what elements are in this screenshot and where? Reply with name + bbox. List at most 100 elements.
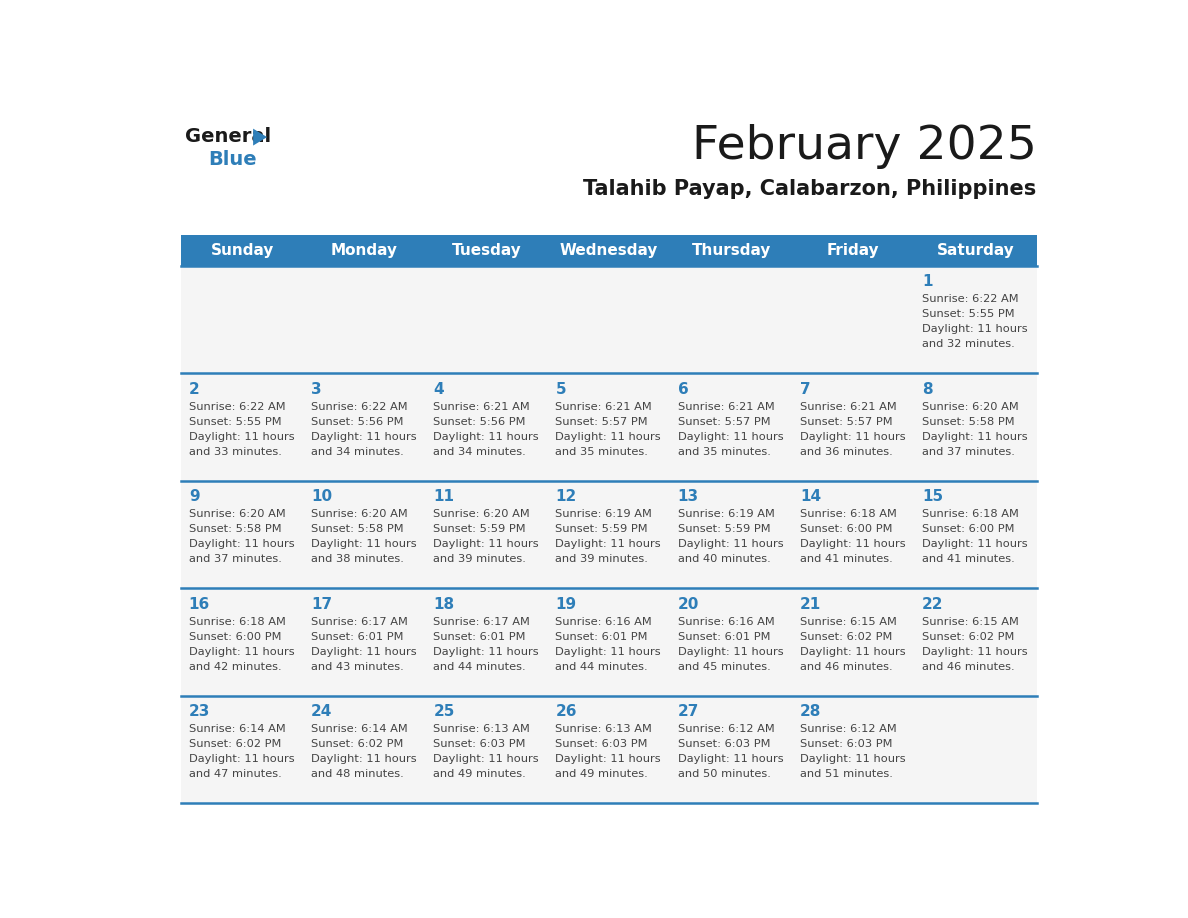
Text: Sunset: 6:00 PM: Sunset: 6:00 PM: [922, 524, 1015, 534]
Text: Daylight: 11 hours: Daylight: 11 hours: [434, 539, 539, 549]
Text: Sunrise: 6:17 AM: Sunrise: 6:17 AM: [311, 617, 407, 627]
Text: Sunset: 5:56 PM: Sunset: 5:56 PM: [311, 417, 404, 427]
Text: Sunset: 6:02 PM: Sunset: 6:02 PM: [800, 632, 892, 642]
Text: Sunrise: 6:18 AM: Sunrise: 6:18 AM: [800, 509, 897, 520]
Text: and 41 minutes.: and 41 minutes.: [800, 554, 892, 565]
Bar: [425, 481, 548, 588]
Bar: [670, 481, 792, 588]
Text: Sunset: 5:59 PM: Sunset: 5:59 PM: [677, 524, 770, 534]
Text: and 38 minutes.: and 38 minutes.: [311, 554, 404, 565]
Text: Sunrise: 6:20 AM: Sunrise: 6:20 AM: [189, 509, 285, 520]
Text: Sunday: Sunday: [210, 242, 274, 258]
Bar: [792, 588, 915, 696]
Bar: [792, 481, 915, 588]
Text: Sunrise: 6:16 AM: Sunrise: 6:16 AM: [677, 617, 775, 627]
Text: Sunrise: 6:21 AM: Sunrise: 6:21 AM: [800, 402, 897, 411]
Text: Sunset: 6:02 PM: Sunset: 6:02 PM: [922, 632, 1015, 642]
Text: Sunset: 6:00 PM: Sunset: 6:00 PM: [189, 632, 282, 642]
Text: Daylight: 11 hours: Daylight: 11 hours: [677, 539, 783, 549]
Text: Sunrise: 6:19 AM: Sunrise: 6:19 AM: [556, 509, 652, 520]
Text: 20: 20: [677, 597, 699, 611]
Text: Sunrise: 6:17 AM: Sunrise: 6:17 AM: [434, 617, 530, 627]
Bar: [670, 374, 792, 481]
Text: February 2025: February 2025: [691, 124, 1037, 169]
Text: and 50 minutes.: and 50 minutes.: [677, 769, 771, 779]
Text: and 51 minutes.: and 51 minutes.: [800, 769, 893, 779]
Text: and 46 minutes.: and 46 minutes.: [922, 662, 1015, 672]
Text: 5: 5: [556, 382, 567, 397]
Text: Sunset: 6:01 PM: Sunset: 6:01 PM: [434, 632, 526, 642]
Text: Daylight: 11 hours: Daylight: 11 hours: [556, 539, 661, 549]
Text: Daylight: 11 hours: Daylight: 11 hours: [800, 646, 905, 656]
Bar: [670, 588, 792, 696]
Text: Sunrise: 6:20 AM: Sunrise: 6:20 AM: [311, 509, 407, 520]
Text: Daylight: 11 hours: Daylight: 11 hours: [434, 431, 539, 442]
Text: Daylight: 11 hours: Daylight: 11 hours: [922, 646, 1028, 656]
Text: Sunset: 5:56 PM: Sunset: 5:56 PM: [434, 417, 526, 427]
Text: 11: 11: [434, 489, 454, 504]
Text: Sunrise: 6:18 AM: Sunrise: 6:18 AM: [189, 617, 285, 627]
Text: Daylight: 11 hours: Daylight: 11 hours: [189, 646, 295, 656]
Text: Wednesday: Wednesday: [560, 242, 658, 258]
Text: 17: 17: [311, 597, 333, 611]
Text: and 40 minutes.: and 40 minutes.: [677, 554, 771, 565]
Text: Daylight: 11 hours: Daylight: 11 hours: [189, 755, 295, 764]
Text: Daylight: 11 hours: Daylight: 11 hours: [189, 431, 295, 442]
Text: Sunrise: 6:14 AM: Sunrise: 6:14 AM: [189, 724, 285, 734]
Text: 28: 28: [800, 704, 821, 719]
Text: 22: 22: [922, 597, 943, 611]
Bar: [181, 588, 303, 696]
Text: 19: 19: [556, 597, 576, 611]
Text: Sunset: 6:03 PM: Sunset: 6:03 PM: [800, 739, 892, 749]
Bar: [548, 696, 670, 803]
Text: Daylight: 11 hours: Daylight: 11 hours: [434, 646, 539, 656]
Text: 25: 25: [434, 704, 455, 719]
Bar: [181, 235, 1037, 265]
Bar: [548, 588, 670, 696]
Text: and 44 minutes.: and 44 minutes.: [556, 662, 649, 672]
Bar: [548, 265, 670, 374]
Text: and 32 minutes.: and 32 minutes.: [922, 340, 1015, 349]
Bar: [670, 696, 792, 803]
Text: Sunrise: 6:19 AM: Sunrise: 6:19 AM: [677, 509, 775, 520]
Text: and 39 minutes.: and 39 minutes.: [434, 554, 526, 565]
Text: Sunset: 5:59 PM: Sunset: 5:59 PM: [434, 524, 526, 534]
Bar: [915, 696, 1037, 803]
Text: Daylight: 11 hours: Daylight: 11 hours: [556, 755, 661, 764]
Text: Blue: Blue: [208, 151, 257, 169]
Bar: [303, 374, 425, 481]
Text: Monday: Monday: [331, 242, 398, 258]
Text: 24: 24: [311, 704, 333, 719]
Text: and 41 minutes.: and 41 minutes.: [922, 554, 1015, 565]
Text: 4: 4: [434, 382, 444, 397]
Text: Sunrise: 6:16 AM: Sunrise: 6:16 AM: [556, 617, 652, 627]
Text: and 37 minutes.: and 37 minutes.: [189, 554, 282, 565]
Text: Sunset: 5:57 PM: Sunset: 5:57 PM: [800, 417, 892, 427]
Bar: [181, 696, 303, 803]
Bar: [181, 374, 303, 481]
Text: Sunrise: 6:12 AM: Sunrise: 6:12 AM: [800, 724, 897, 734]
Text: Friday: Friday: [827, 242, 879, 258]
Text: Sunrise: 6:15 AM: Sunrise: 6:15 AM: [800, 617, 897, 627]
Text: and 44 minutes.: and 44 minutes.: [434, 662, 526, 672]
Text: Sunrise: 6:12 AM: Sunrise: 6:12 AM: [677, 724, 775, 734]
Text: and 35 minutes.: and 35 minutes.: [677, 447, 771, 457]
Bar: [915, 374, 1037, 481]
Text: Sunset: 6:01 PM: Sunset: 6:01 PM: [311, 632, 404, 642]
Text: Daylight: 11 hours: Daylight: 11 hours: [922, 431, 1028, 442]
Text: 3: 3: [311, 382, 322, 397]
Text: 8: 8: [922, 382, 933, 397]
Text: Sunset: 5:58 PM: Sunset: 5:58 PM: [189, 524, 282, 534]
Text: 23: 23: [189, 704, 210, 719]
Text: and 37 minutes.: and 37 minutes.: [922, 447, 1015, 457]
Text: Sunrise: 6:14 AM: Sunrise: 6:14 AM: [311, 724, 407, 734]
Text: 16: 16: [189, 597, 210, 611]
Text: Sunrise: 6:21 AM: Sunrise: 6:21 AM: [434, 402, 530, 411]
Text: and 47 minutes.: and 47 minutes.: [189, 769, 282, 779]
Text: Sunset: 5:59 PM: Sunset: 5:59 PM: [556, 524, 649, 534]
Bar: [303, 588, 425, 696]
Bar: [425, 374, 548, 481]
Text: Sunset: 5:58 PM: Sunset: 5:58 PM: [311, 524, 404, 534]
Text: and 48 minutes.: and 48 minutes.: [311, 769, 404, 779]
Text: Sunset: 5:57 PM: Sunset: 5:57 PM: [677, 417, 770, 427]
